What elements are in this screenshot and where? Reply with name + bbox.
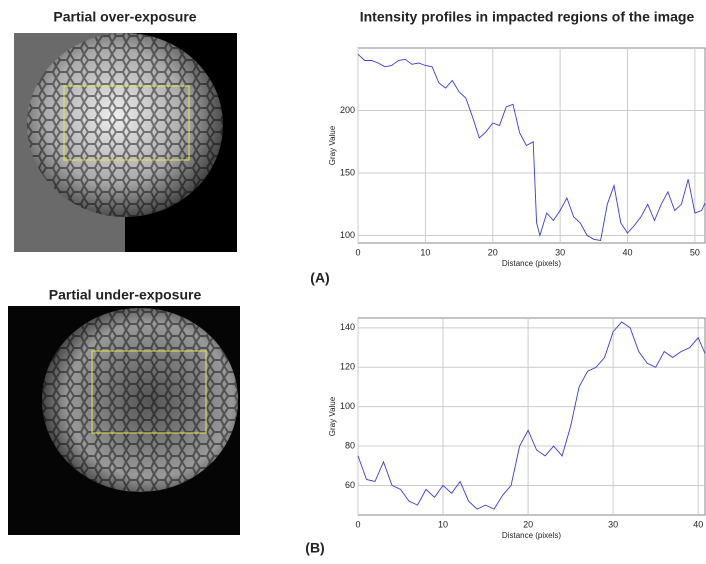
x-tick-label: 40 xyxy=(693,519,703,529)
x-axis-label: Distance (pixels) xyxy=(502,259,561,268)
x-tick-label: 10 xyxy=(420,247,430,257)
x-tick-label: 20 xyxy=(523,519,533,529)
x-tick-label: 0 xyxy=(355,247,360,257)
x-axis-label: Distance (pixels) xyxy=(502,531,561,540)
y-tick-label: 100 xyxy=(340,401,355,411)
micrograph-b xyxy=(8,306,240,535)
x-tick-label: 20 xyxy=(488,247,498,257)
chart-title: Intensity profiles in impacted regions o… xyxy=(360,9,695,25)
x-tick-label: 30 xyxy=(608,519,618,529)
y-tick-label: 140 xyxy=(340,322,355,332)
y-axis-label: Gray Value xyxy=(328,125,337,165)
y-tick-label: 80 xyxy=(345,440,355,450)
y-tick-label: 100 xyxy=(340,230,355,240)
x-tick-label: 40 xyxy=(623,247,633,257)
x-tick-label: 30 xyxy=(555,247,565,257)
image-title: Partial over-exposure xyxy=(53,9,196,25)
x-tick-label: 50 xyxy=(690,247,700,257)
y-tick-label: 60 xyxy=(345,480,355,490)
y-tick-label: 120 xyxy=(340,362,355,372)
y-axis-label: Gray Value xyxy=(328,396,337,436)
data-line xyxy=(357,321,706,510)
y-tick-label: 200 xyxy=(340,105,355,115)
data-line xyxy=(357,53,706,242)
micrograph-a xyxy=(14,33,237,252)
x-tick-label: 10 xyxy=(438,519,448,529)
panel-label: (A) xyxy=(310,270,329,286)
x-tick-label: 0 xyxy=(355,519,360,529)
panel-label: (B) xyxy=(305,540,324,556)
y-tick-label: 150 xyxy=(340,167,355,177)
plot-frame xyxy=(357,47,706,244)
image-title: Partial under-exposure xyxy=(49,287,202,303)
plot-frame xyxy=(357,317,706,516)
